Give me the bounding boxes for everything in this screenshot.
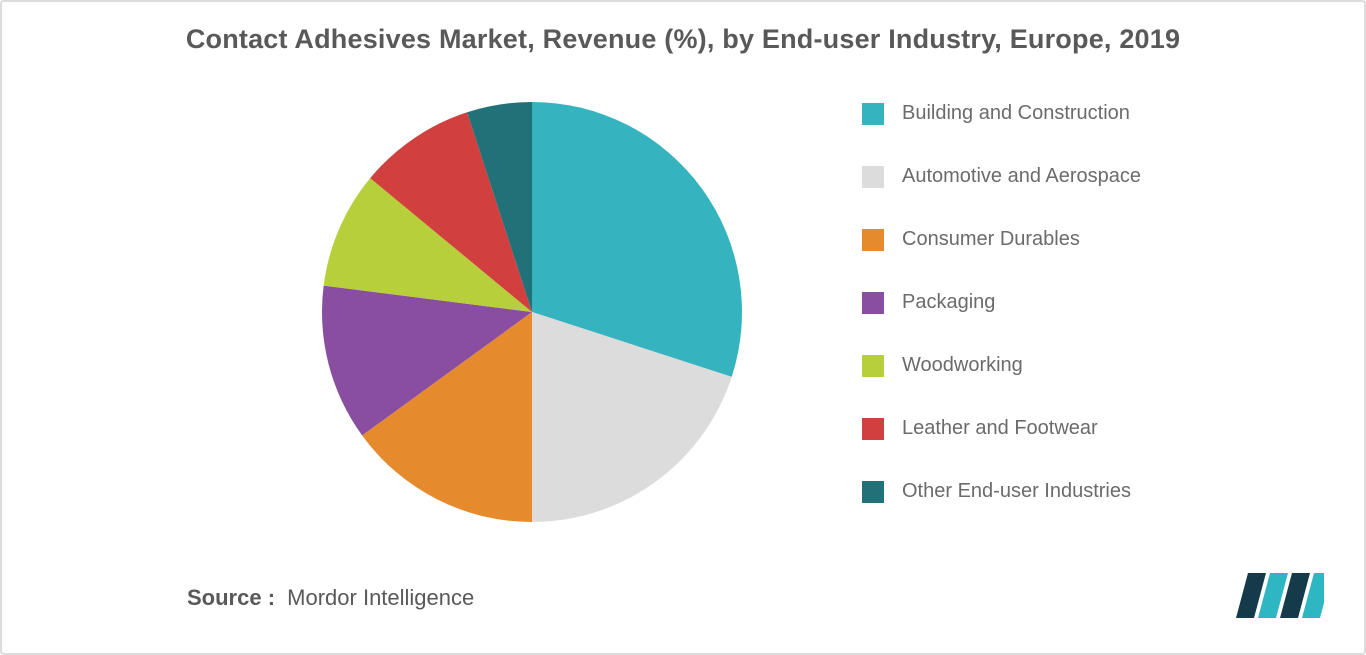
legend-label: Woodworking (902, 354, 1023, 377)
source-value: Mordor Intelligence (287, 585, 474, 610)
legend-item: Other End-user Industries (862, 480, 1282, 503)
legend-swatch (862, 166, 884, 188)
legend-swatch (862, 418, 884, 440)
legend-swatch (862, 355, 884, 377)
legend-item: Woodworking (862, 354, 1282, 377)
legend-item: Automotive and Aerospace (862, 165, 1282, 188)
legend-item: Building and Construction (862, 102, 1282, 125)
legend-swatch (862, 103, 884, 125)
legend-label: Building and Construction (902, 102, 1130, 125)
legend-label: Consumer Durables (902, 228, 1080, 251)
source-line: Source : Mordor Intelligence (187, 585, 474, 611)
legend-label: Packaging (902, 291, 995, 314)
legend-item: Packaging (862, 291, 1282, 314)
legend-item: Leather and Footwear (862, 417, 1282, 440)
chart-title: Contact Adhesives Market, Revenue (%), b… (2, 24, 1364, 55)
legend-swatch (862, 229, 884, 251)
chart-frame: Contact Adhesives Market, Revenue (%), b… (0, 0, 1366, 655)
legend-swatch (862, 292, 884, 314)
legend-swatch (862, 481, 884, 503)
source-label: Source : (187, 585, 275, 610)
pie-chart (322, 102, 742, 522)
legend-item: Consumer Durables (862, 228, 1282, 251)
legend-label: Leather and Footwear (902, 417, 1098, 440)
legend: Building and Construction Automotive and … (862, 102, 1282, 543)
legend-label: Other End-user Industries (902, 480, 1131, 503)
brand-logo (1234, 568, 1324, 623)
legend-label: Automotive and Aerospace (902, 165, 1141, 188)
